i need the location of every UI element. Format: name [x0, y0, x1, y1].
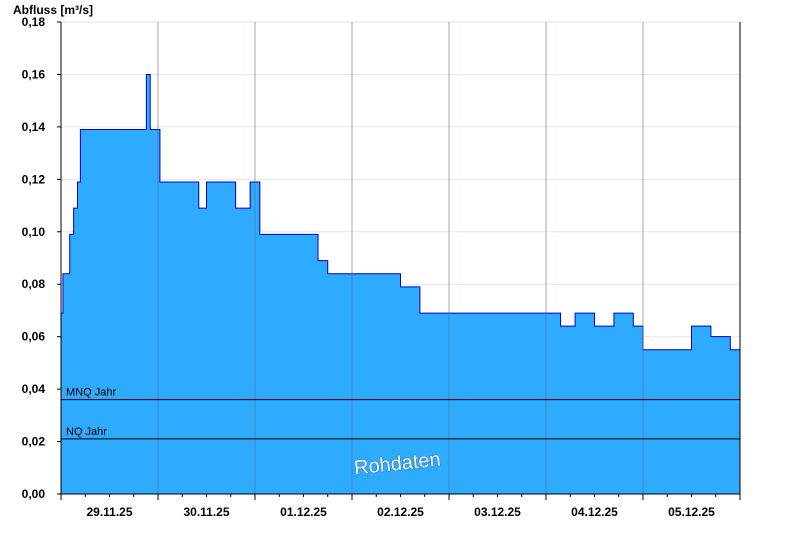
- series-area: [61, 73, 740, 494]
- y-tick-label: 0,16: [22, 67, 46, 81]
- y-tick-labels: 0,00 0,02 0,04 0,06 0,08 0,10 0,12 0,14 0,16 0,18: [22, 15, 46, 501]
- day-separators: [157, 22, 644, 494]
- y-tick-label: 0,18: [22, 15, 46, 29]
- y-tick-label: 0,00: [22, 487, 46, 501]
- y-tick-label: 0,12: [22, 172, 46, 186]
- reference-line-label: MNQ Jahr: [66, 387, 116, 399]
- y-tick-label: 0,04: [22, 382, 46, 396]
- x-tick-label: 01.12.25: [280, 505, 327, 519]
- x-tick-label: 04.12.25: [571, 505, 618, 519]
- x-tick-label: 29.11.25: [86, 505, 132, 519]
- x-tick-label: 30.11.25: [183, 505, 229, 519]
- x-tick-labels: 29.11.25 30.11.25 01.12.25 02.12.25 03.12.25…: [86, 505, 715, 519]
- x-tick-label: 02.12.25: [377, 505, 424, 519]
- x-tick-label: 03.12.25: [474, 505, 521, 519]
- y-tick-label: 0,10: [22, 225, 46, 239]
- x-tick-label: 05.12.25: [668, 505, 715, 519]
- y-tick-label: 0,02: [22, 435, 46, 449]
- y-tick-label: 0,06: [22, 330, 46, 344]
- reference-line-label: NQ Jahr: [66, 426, 107, 438]
- series-line: [61, 73, 740, 351]
- reference-lines: MNQ Jahr NQ Jahr: [61, 387, 740, 440]
- y-tick-label: 0,08: [22, 277, 46, 291]
- y-tick-label: 0,14: [22, 120, 46, 134]
- axes: [57, 21, 741, 500]
- y-axis-label: Abfluss [m³/s]: [13, 3, 93, 17]
